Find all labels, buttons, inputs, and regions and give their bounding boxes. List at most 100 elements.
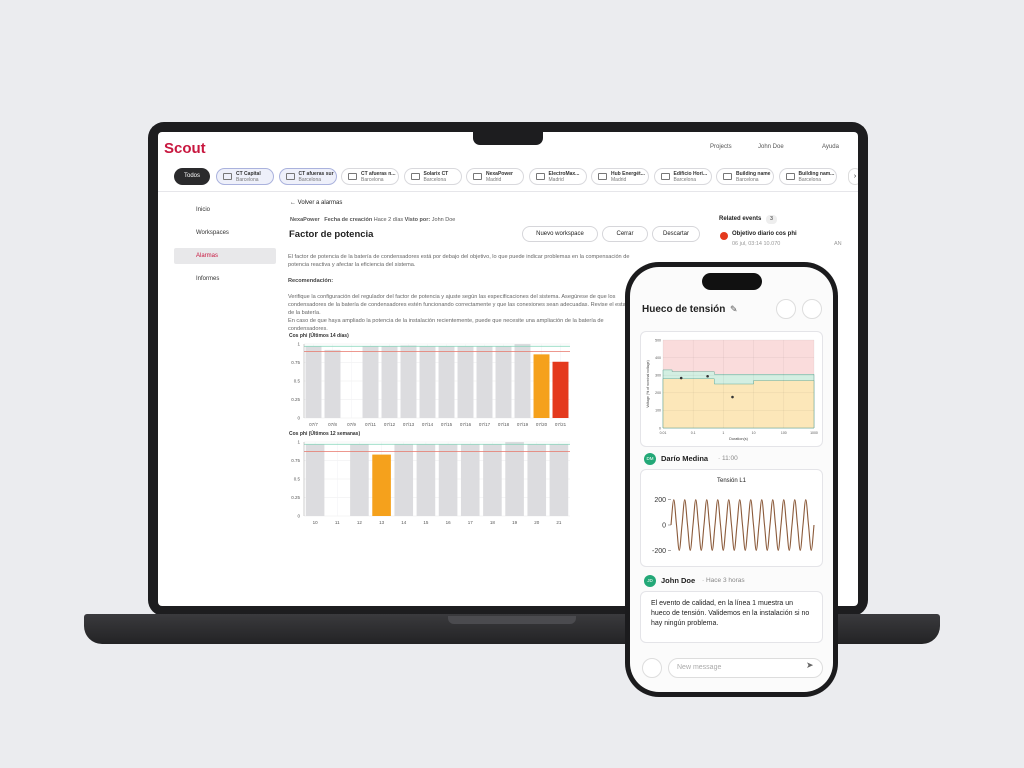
site-tab[interactable]: Edificio Hori... Barcelona <box>653 168 712 185</box>
delete-button[interactable] <box>802 299 822 319</box>
site-icon <box>410 173 420 180</box>
y-tick-label: 0.25 <box>291 495 300 500</box>
x-tick-label: 07/13 <box>403 422 415 427</box>
divider <box>158 191 858 192</box>
site-tab[interactable]: CT afueras sur Barcelona <box>278 168 337 185</box>
related-title: Related events <box>719 216 762 222</box>
site-tab[interactable]: Hub Energét... Madrid <box>591 168 649 185</box>
back-text[interactable]: Volver a alarmas <box>297 200 343 206</box>
x-tick-label: 14 <box>401 520 407 525</box>
seen-by: John Doe <box>431 217 456 223</box>
time: · Hace 3 horas <box>702 577 745 584</box>
bar <box>419 346 436 418</box>
bar <box>533 354 550 418</box>
line <box>670 499 815 551</box>
avatar: DM <box>644 453 656 465</box>
chart: 0 0.25 0.5 0.75 1 10 11 12 13 14 15 16 17 18 19 20 21 <box>291 440 570 525</box>
x-tick-label: 18 <box>490 520 496 525</box>
site-tab[interactable]: Solarix CT Barcelona <box>403 168 462 185</box>
related-item[interactable]: Objetivo diario cos phi <box>732 231 797 237</box>
site-name: Hub Energét... <box>611 171 645 177</box>
download-button[interactable] <box>776 299 796 319</box>
sidebar-item[interactable]: Inicio <box>196 207 211 213</box>
site-tab[interactable]: CT Capital Barcelona <box>216 168 274 185</box>
sidebar-item[interactable]: Workspaces <box>196 230 229 236</box>
site-city: Madrid <box>548 177 564 183</box>
back-link[interactable]: ← Volver a alarmas <box>290 200 343 206</box>
author: John Doe <box>661 576 696 585</box>
y-tick-label: 300 <box>655 374 661 378</box>
bar <box>372 454 391 516</box>
related-tag: AN <box>834 241 842 247</box>
site-name: Solarix CT <box>423 171 449 177</box>
message: El evento de calidad, en la línea 1 mues… <box>640 591 823 643</box>
send-button[interactable]: ➤ <box>806 660 814 670</box>
x-tick-label: 07/11 <box>365 422 376 427</box>
site-tab[interactable]: CT afueras n... Barcelona <box>341 168 399 185</box>
x-tick-label: 07/18 <box>498 422 510 427</box>
x-tick-label: 21 <box>556 520 562 525</box>
site-tab[interactable]: Building nam... Barcelona <box>778 168 837 185</box>
created-label: Fecha de creación <box>324 217 373 223</box>
chart: 0 100 200 300 400 500 0.01 0.1 1 10 100 1000 Duratio… <box>646 338 818 441</box>
site-city: Madrid <box>611 177 627 183</box>
source: NexaPower <box>290 217 320 223</box>
y-tick-label: 1 <box>297 440 300 445</box>
site-icon <box>285 173 295 180</box>
site-tab[interactable]: Building name Barcelona <box>716 168 774 185</box>
chart: -200 0 200 <box>652 497 815 555</box>
message-input[interactable]: New message <box>668 658 823 678</box>
brand[interactable]: Scout <box>164 140 206 157</box>
y-tick-label: 100 <box>655 409 661 413</box>
x-tick-label: 07/12 <box>384 422 396 427</box>
seen-label: Visto por: <box>404 217 431 223</box>
x-tick-label: 1000 <box>810 431 818 435</box>
time: · 11:00 <box>718 455 738 462</box>
sidebar-item[interactable]: Alarmas <box>174 248 276 264</box>
chart-title: Tensión L1 <box>716 478 747 484</box>
related-badge <box>720 232 728 240</box>
action-button[interactable]: Cerrar <box>602 226 648 242</box>
message-chart-card: Tensión L1 -200 0 200 <box>640 469 823 567</box>
x-tick-label: 17 <box>468 520 474 525</box>
x-tick-label: 07/16 <box>460 422 472 427</box>
chart-button[interactable] <box>642 658 662 678</box>
y-tick-label: 0.25 <box>291 397 300 402</box>
bar <box>438 346 455 418</box>
site-city: Barcelona <box>423 177 447 183</box>
action-button[interactable]: Nuevo workspace <box>522 226 598 242</box>
site-city: Barcelona <box>736 177 759 183</box>
edit-icon[interactable]: ✎ <box>730 304 738 314</box>
y-tick-label: 0.75 <box>291 458 300 463</box>
site-icon <box>473 173 482 180</box>
related-count: 3 <box>766 215 777 224</box>
site-city: Barcelona <box>236 177 259 183</box>
bar <box>483 444 502 516</box>
tab-all[interactable]: Todos <box>174 168 210 185</box>
x-tick-label: 07/17 <box>479 422 491 427</box>
action-button[interactable]: Descartar <box>652 226 700 242</box>
site-name: CT afueras sur <box>298 171 334 177</box>
sidebar-item[interactable]: Informes <box>196 276 220 282</box>
x-tick-label: 07/15 <box>441 422 453 427</box>
nav-projects[interactable]: Projects <box>710 144 732 150</box>
time-text: 11:00 <box>721 455 738 462</box>
tabs-next[interactable]: › <box>848 168 858 185</box>
x-tick-label: 20 <box>534 520 540 525</box>
phone-title: Hueco de tensión <box>642 304 726 315</box>
x-tick-label: 10 <box>752 431 756 435</box>
nav-help[interactable]: Ayuda <box>822 144 839 150</box>
site-icon <box>785 173 795 180</box>
author: Darío Medina <box>661 454 709 463</box>
nav-user[interactable]: John Doe <box>758 144 784 150</box>
site-tab[interactable]: ElectroMax... Madrid <box>528 168 587 185</box>
site-tab[interactable]: NexaPower Madrid <box>466 168 524 185</box>
x-tick-label: 13 <box>379 520 385 525</box>
x-tick-label: 16 <box>446 520 452 525</box>
x-tick-label: 12 <box>357 520 363 525</box>
recommendation-label: Recomendación: <box>288 278 334 284</box>
bar <box>549 444 569 516</box>
tolerance-area <box>662 378 815 429</box>
site-name: NexaPower <box>486 171 513 177</box>
